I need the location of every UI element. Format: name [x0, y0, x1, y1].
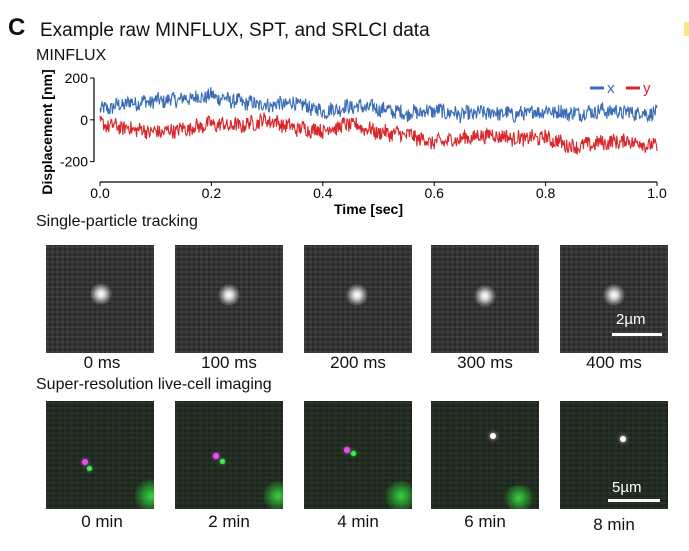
panel-title: Example raw MINFLUX, SPT, and SRLCI data — [40, 20, 430, 41]
spt-caption-3: 300 ms — [457, 353, 513, 372]
y-axis-label: Displacement [nm] — [39, 69, 55, 194]
white-spot — [490, 433, 496, 439]
particle-spot — [603, 284, 625, 306]
x-tick-label: 0.4 — [313, 185, 333, 201]
srlci-label: Super-resolution live-cell imaging — [36, 376, 272, 393]
spt-frame-3 — [431, 245, 539, 353]
minflux-label: MINFLUX — [36, 47, 107, 64]
spt-label: Single-particle tracking — [36, 213, 198, 230]
green-spot — [351, 451, 356, 456]
spt-scalebar — [612, 333, 662, 336]
srlci-frame-2 — [304, 401, 412, 509]
legend-label-x: x — [607, 80, 615, 97]
white-spot — [620, 436, 626, 442]
green-blob — [503, 485, 535, 509]
srlci-caption-3: 6 min — [464, 512, 506, 531]
green-spot — [220, 459, 225, 464]
spt-frame-1 — [175, 245, 283, 353]
green-blob — [263, 481, 283, 509]
particle-spot — [474, 285, 496, 307]
spt-scalebar-label: 2µm — [616, 311, 646, 328]
edge-marker — [684, 22, 689, 36]
srlci-scalebar-label: 5µm — [612, 479, 642, 496]
srlci-caption-1: 2 min — [208, 512, 250, 531]
srlci-frame-3 — [431, 401, 539, 509]
x-tick-label: 1.0 — [647, 185, 667, 201]
y-tick-label: 200 — [65, 70, 89, 86]
srlci-frame-1 — [175, 401, 283, 509]
spt-caption-4: 400 ms — [586, 353, 642, 372]
magenta-spot — [82, 459, 88, 465]
srlci-frame-0 — [46, 401, 154, 509]
magenta-spot — [213, 453, 219, 459]
magenta-spot — [344, 447, 350, 453]
spt-caption-2: 200 ms — [330, 353, 386, 372]
srlci-scalebar — [608, 499, 660, 502]
series-line-x — [99, 87, 658, 124]
green-spot — [87, 466, 92, 471]
srlci-caption-0: 0 min — [81, 512, 123, 531]
green-blob — [134, 479, 154, 509]
legend-label-y: y — [643, 80, 651, 97]
particle-spot — [346, 284, 368, 306]
y-tick-label: -200 — [60, 154, 88, 170]
spt-caption-0: 0 ms — [83, 353, 121, 372]
srlci-caption-4: 8 min — [593, 515, 635, 534]
spt-caption-1: 100 ms — [201, 353, 257, 372]
y-tick-label: 0 — [80, 112, 88, 128]
minflux-chart: 0.0 0.2 0.4 0.6 0.8 1.0 200 0 -200 Time [sec] Disp… — [39, 69, 667, 217]
particle-spot — [90, 283, 112, 305]
x-tick-label: 0.6 — [424, 185, 444, 201]
x-axis-label: Time [sec] — [334, 201, 403, 217]
series-line-y — [99, 112, 658, 155]
srlci-frame-4: 5µm — [560, 401, 668, 509]
panel-letter: C — [8, 14, 26, 41]
srlci-caption-2: 4 min — [337, 512, 379, 531]
x-tick-label: 0.2 — [202, 185, 222, 201]
spt-frame-2 — [304, 245, 412, 353]
spt-frame-4: 2µm — [560, 245, 668, 353]
spt-frame-0 — [46, 245, 154, 353]
x-tick-label: 0.0 — [90, 185, 110, 201]
green-blob — [384, 481, 412, 509]
particle-spot — [218, 284, 240, 306]
x-tick-label: 0.8 — [536, 185, 556, 201]
